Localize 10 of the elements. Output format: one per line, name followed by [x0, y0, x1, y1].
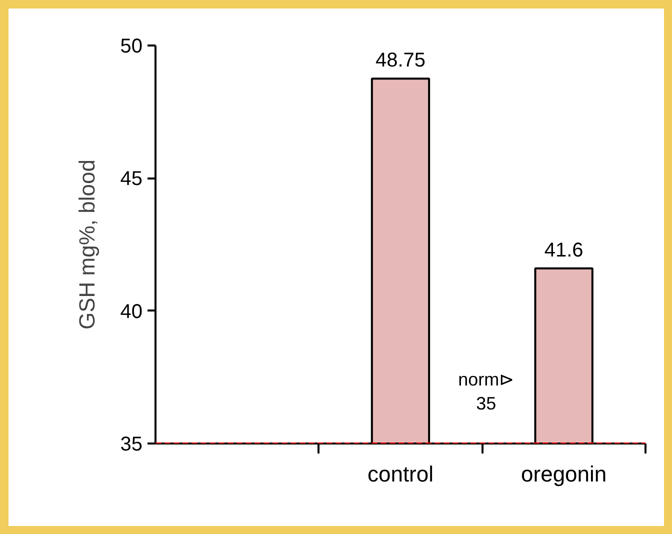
y-tick-label: 50	[120, 36, 143, 58]
y-axis-title: GSH mg%, blood	[74, 160, 100, 330]
y-tick-label: 45	[120, 168, 143, 190]
data-label: 48.75	[375, 50, 426, 72]
y-tick-label: 35	[120, 434, 143, 456]
x-tick-label: oregonin	[521, 462, 607, 486]
x-tick-label: control	[367, 462, 434, 486]
data-label: 41.6	[544, 239, 584, 262]
y-tick-label: 40	[120, 300, 143, 323]
ref-line-label: norm⊳ 35	[458, 370, 514, 414]
